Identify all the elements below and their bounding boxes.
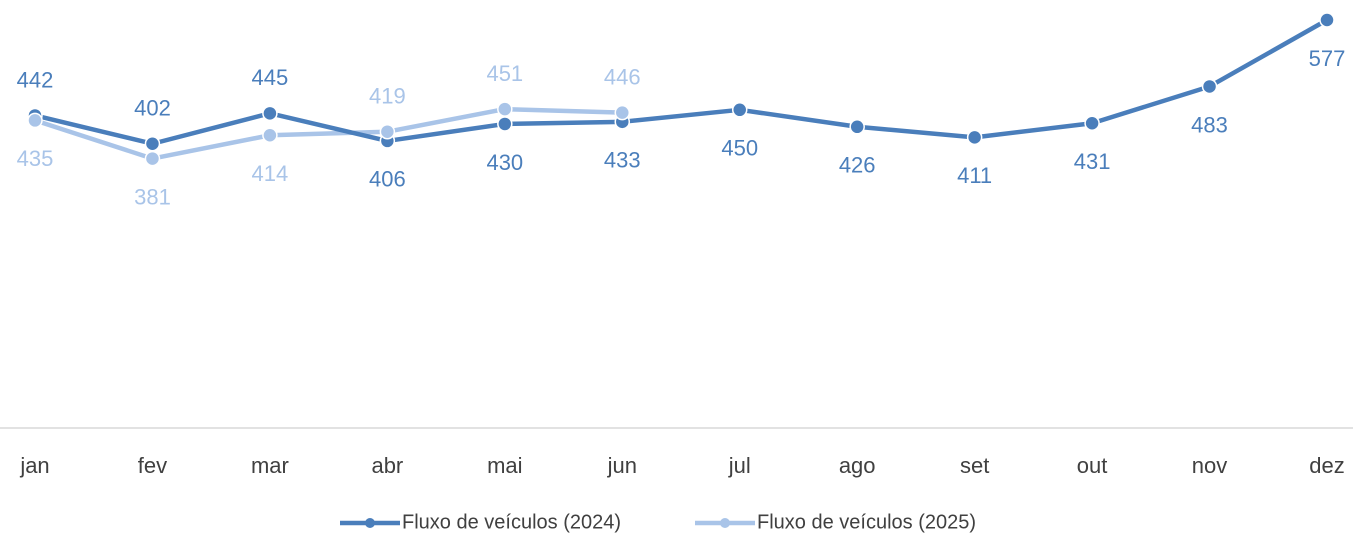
data-label: 419 bbox=[369, 84, 406, 109]
data-label: 430 bbox=[486, 150, 523, 175]
marker bbox=[1319, 12, 1335, 28]
x-tick-label: mai bbox=[487, 453, 522, 478]
marker bbox=[144, 150, 161, 167]
legend-label: Fluxo de veículos (2025) bbox=[757, 511, 976, 533]
x-tick-label: ago bbox=[839, 453, 876, 478]
data-label: 483 bbox=[1191, 112, 1228, 137]
marker bbox=[731, 102, 748, 118]
marker bbox=[1201, 78, 1218, 95]
marker bbox=[497, 116, 513, 132]
data-label: 431 bbox=[1074, 149, 1111, 174]
marker bbox=[614, 104, 631, 121]
x-tick-label: jul bbox=[728, 453, 751, 478]
x-tick-label: jun bbox=[607, 453, 637, 478]
data-label: 426 bbox=[839, 153, 876, 178]
x-tick-label: set bbox=[960, 453, 989, 478]
x-tick-label: out bbox=[1077, 453, 1108, 478]
x-tick-label: fev bbox=[138, 453, 167, 478]
data-label: 577 bbox=[1309, 46, 1346, 71]
series-line bbox=[34, 106, 623, 161]
data-label: 450 bbox=[721, 136, 758, 161]
marker bbox=[144, 135, 161, 152]
data-label: 446 bbox=[604, 64, 641, 89]
marker bbox=[262, 105, 278, 122]
legend-marker bbox=[365, 518, 375, 528]
legend-label: Fluxo de veículos (2024) bbox=[402, 511, 621, 533]
x-tick-label: abr bbox=[371, 453, 403, 478]
data-label: 451 bbox=[486, 61, 523, 86]
x-tick-label: nov bbox=[1192, 453, 1227, 478]
x-tick-label: jan bbox=[19, 453, 49, 478]
marker bbox=[966, 129, 983, 146]
data-label: 411 bbox=[957, 163, 992, 188]
marker bbox=[497, 101, 513, 117]
marker bbox=[849, 119, 865, 135]
series-line bbox=[34, 18, 1329, 146]
x-tick-label: mar bbox=[251, 453, 289, 478]
data-label: 414 bbox=[252, 161, 289, 186]
x-tick-label: dez bbox=[1309, 453, 1344, 478]
legend-marker bbox=[720, 518, 730, 528]
data-label: 445 bbox=[252, 65, 289, 90]
data-label: 433 bbox=[604, 148, 641, 173]
marker bbox=[379, 123, 396, 140]
data-label: 381 bbox=[134, 184, 171, 209]
data-label: 435 bbox=[17, 146, 54, 171]
marker bbox=[1084, 115, 1100, 131]
data-label: 402 bbox=[134, 96, 171, 121]
data-label: 406 bbox=[369, 167, 406, 192]
marker bbox=[27, 112, 43, 129]
marker bbox=[262, 127, 278, 144]
data-label: 442 bbox=[17, 67, 54, 92]
